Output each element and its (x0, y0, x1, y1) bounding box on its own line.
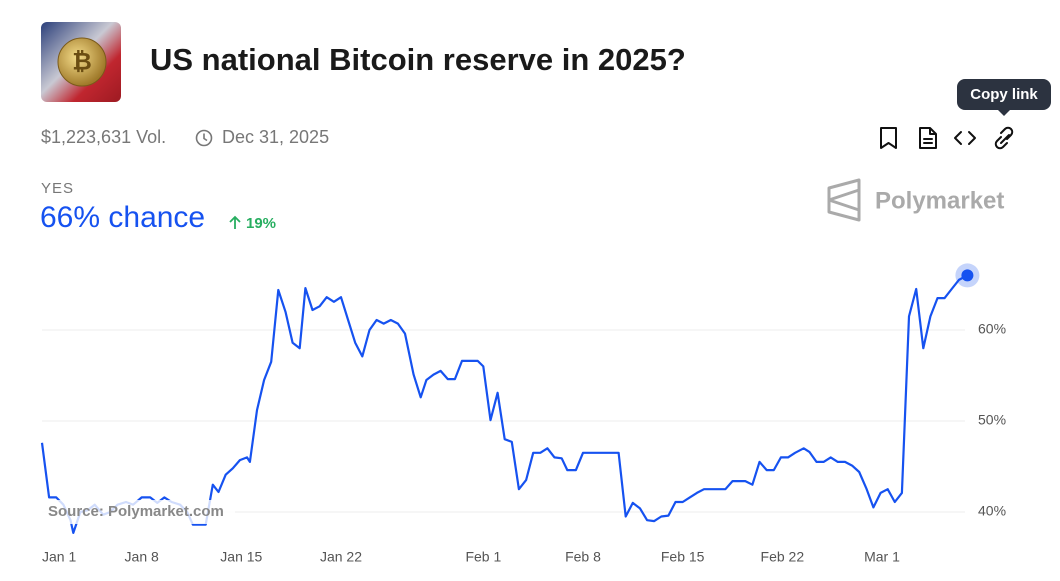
end-date: Dec 31, 2025 (222, 127, 329, 147)
chance: 66% chance (40, 201, 205, 234)
x-tick-label: Feb 22 (761, 549, 805, 565)
x-tick-label: Mar 1 (864, 549, 900, 565)
x-tick-label: Feb 8 (565, 549, 601, 565)
change: 19% (246, 215, 276, 232)
tooltip-text: Copy link (970, 86, 1038, 103)
end-dot (961, 269, 974, 282)
link-icon[interactable] (994, 126, 1014, 150)
x-tick-label: Jan 15 (220, 549, 262, 565)
svg-text:₿: ₿ (72, 48, 92, 75)
up-arrow (229, 215, 241, 229)
market-image: ₿ (41, 22, 121, 102)
y-tick-label: 40% (978, 503, 1006, 519)
x-tick-label: Jan 8 (125, 549, 159, 565)
x-tick-label: Feb 1 (465, 549, 501, 565)
y-tick-label: 50% (978, 412, 1006, 428)
brand-logo (827, 178, 861, 222)
clock-icon (195, 129, 213, 147)
source: Source: Polymarket.com (48, 503, 224, 520)
document-icon[interactable] (919, 127, 937, 149)
x-tick-label: Jan 1 (42, 549, 76, 565)
outcome: YES (41, 180, 74, 197)
price-line (40, 274, 968, 534)
x-tick-label: Feb 15 (661, 549, 705, 565)
brand: Polymarket (875, 187, 1004, 214)
volume: $1,223,631 Vol. (41, 127, 166, 147)
title: US national Bitcoin reserve in 2025? (150, 42, 686, 77)
x-tick-label: Jan 22 (320, 549, 362, 565)
y-tick-label: 60% (978, 321, 1006, 337)
tooltip: Copy link (957, 79, 1051, 116)
bookmark-icon[interactable] (880, 127, 897, 149)
embed-icon[interactable] (954, 131, 976, 145)
source-box (42, 500, 235, 524)
plot: 40% 50% 60% Jan 1 Jan 8 Jan 15 Jan 22 Feb 1 Feb … (40, 263, 1006, 565)
